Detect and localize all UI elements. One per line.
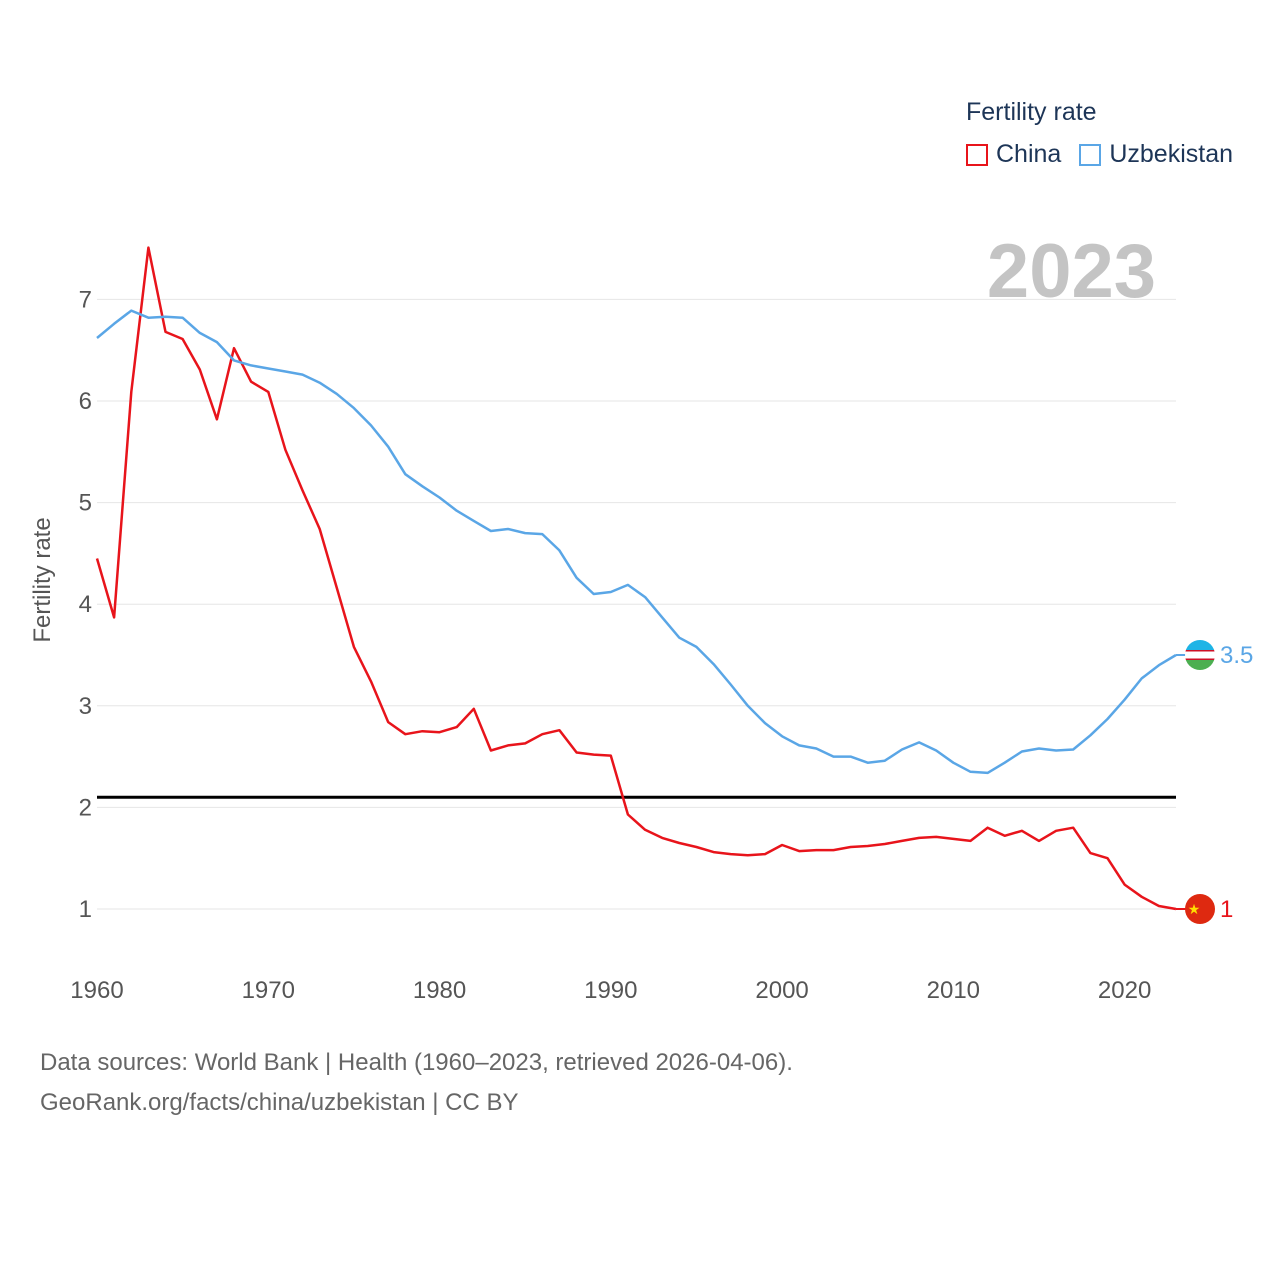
source-line-1: Data sources: World Bank | Health (1960–… bbox=[40, 1049, 793, 1076]
legend-item-china[interactable]: China bbox=[966, 140, 1061, 169]
x-tick-label-2010: 2010 bbox=[927, 977, 980, 1004]
y-tick-label-1: 1 bbox=[79, 896, 92, 923]
series-line-china[interactable] bbox=[95, 246, 1177, 911]
year-label: 2023 bbox=[986, 229, 1156, 314]
y-tick-label-6: 6 bbox=[79, 388, 92, 415]
end-value-label-china: 1 bbox=[1220, 896, 1233, 923]
y-tick-label-2: 2 bbox=[79, 794, 92, 821]
flag-icon-china: ★ bbox=[1185, 894, 1215, 924]
x-tick-label-1980: 1980 bbox=[413, 977, 466, 1004]
y-axis-label: Fertility rate bbox=[29, 517, 56, 642]
svg-text:★: ★ bbox=[1188, 901, 1201, 917]
legend-swatch-china bbox=[966, 143, 988, 166]
flag-icon-uzbekistan bbox=[1185, 640, 1215, 670]
legend-title: Fertility rate bbox=[966, 98, 1097, 126]
legend-label-uzbekistan: Uzbekistan bbox=[1109, 140, 1233, 168]
end-value-label-uzbekistan: 3.5 bbox=[1220, 642, 1253, 669]
legend-swatch-uzbekistan bbox=[1079, 143, 1102, 166]
legend: China Uzbekistan bbox=[966, 140, 1251, 169]
gridlines bbox=[97, 298, 1176, 910]
series-group bbox=[95, 246, 1177, 911]
x-tick-label-2000: 2000 bbox=[755, 977, 808, 1004]
x-tick-label-1960: 1960 bbox=[70, 977, 123, 1004]
y-tick-label-4: 4 bbox=[79, 591, 92, 618]
x-tick-label-1970: 1970 bbox=[242, 977, 295, 1004]
legend-label-china: China bbox=[996, 140, 1062, 168]
y-tick-label-7: 7 bbox=[79, 286, 92, 313]
series-line-uzbekistan[interactable] bbox=[96, 309, 1177, 775]
y-tick-label-3: 3 bbox=[79, 693, 92, 720]
y-axis-ticks: 1 2 3 4 5 6 7 bbox=[79, 286, 92, 923]
source-note: Data sources: World Bank | Health (1960–… bbox=[40, 1043, 793, 1123]
legend-item-uzbekistan[interactable]: Uzbekistan bbox=[1079, 140, 1233, 169]
y-tick-label-5: 5 bbox=[79, 490, 92, 517]
end-markers: ★ 1 3.5 bbox=[1176, 640, 1253, 924]
x-axis-ticks: 1960 1970 1980 1990 2000 2010 2020 bbox=[70, 977, 1151, 1004]
source-line-2: GeoRank.org/facts/china/uzbekistan | CC … bbox=[40, 1089, 519, 1116]
x-tick-label-2020: 2020 bbox=[1098, 977, 1151, 1004]
x-tick-label-1990: 1990 bbox=[584, 977, 637, 1004]
